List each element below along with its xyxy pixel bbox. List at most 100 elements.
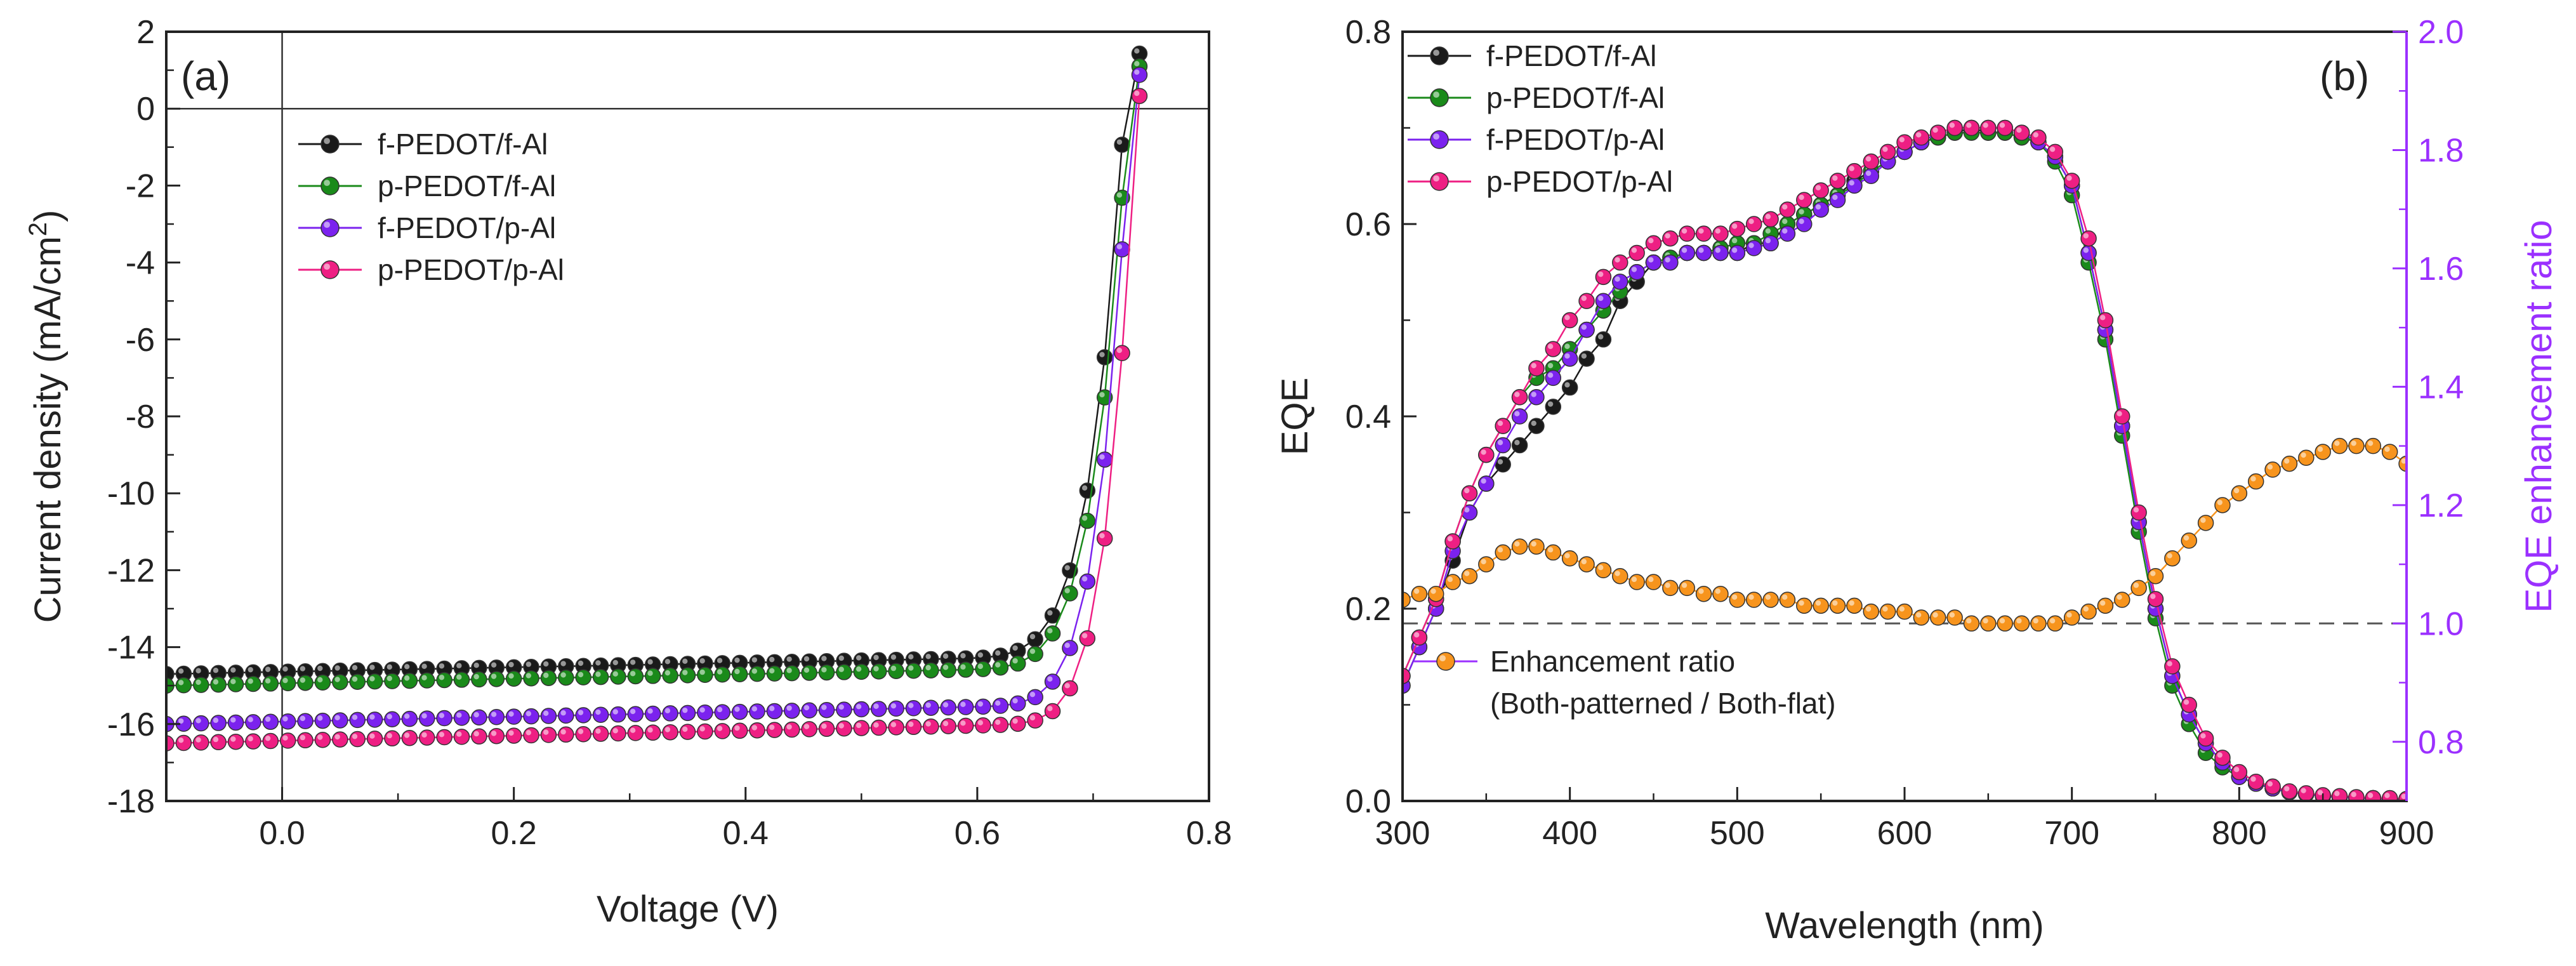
eqe-point xyxy=(1461,504,1478,521)
jv-point xyxy=(784,665,800,682)
jv-point xyxy=(975,717,991,734)
jv-point xyxy=(1044,673,1061,690)
eqe-point xyxy=(1695,244,1712,261)
jv-point xyxy=(1044,607,1061,624)
eqe-point xyxy=(2013,615,2030,632)
eqe-point xyxy=(1511,408,1528,425)
jv-point xyxy=(731,666,748,682)
eqe-point xyxy=(1712,225,1729,242)
jv-point xyxy=(471,659,487,677)
jv-point xyxy=(714,704,731,720)
jv-point xyxy=(401,729,418,746)
jv-point xyxy=(662,724,678,741)
eqe-legend-marker xyxy=(1430,172,1449,191)
jv-point xyxy=(332,662,348,679)
jv-point xyxy=(940,718,956,734)
eqe-point xyxy=(1829,597,1846,614)
jv-legend-marker xyxy=(320,260,340,279)
jv-point xyxy=(905,718,922,736)
jv-point xyxy=(923,718,939,735)
jv-x-axis-label: Voltage (V) xyxy=(597,889,779,930)
jv-point xyxy=(975,698,991,715)
jv-point xyxy=(314,731,331,748)
jv-point xyxy=(1131,45,1148,62)
jv-point xyxy=(749,665,765,682)
eqe-point xyxy=(1545,369,1562,387)
jv-point xyxy=(245,714,261,731)
eqe-point xyxy=(1511,538,1528,555)
jv-point xyxy=(818,701,835,718)
jv-point xyxy=(957,717,974,734)
jv-point xyxy=(888,719,904,736)
jv-point xyxy=(262,732,279,750)
jv-point xyxy=(801,653,817,670)
eqe-point xyxy=(1745,216,1762,232)
jv-y-tick-label: -6 xyxy=(126,322,155,359)
jv-point xyxy=(436,710,452,727)
jv-point xyxy=(1010,715,1026,732)
eqe-point xyxy=(1403,668,1411,684)
eqe-point xyxy=(1896,134,1913,150)
eqe-point xyxy=(1545,341,1562,357)
jv-point xyxy=(227,665,244,681)
eqe-point xyxy=(1578,293,1595,309)
jv-point xyxy=(905,651,922,668)
jv-point xyxy=(923,651,939,668)
jv-point xyxy=(749,722,765,739)
jv-point xyxy=(923,699,939,716)
jv-point xyxy=(610,668,626,685)
eqe-legend-marker xyxy=(1430,46,1449,65)
eqe-point xyxy=(1679,579,1695,597)
jv-point xyxy=(314,663,331,679)
eqe-point xyxy=(1813,597,1829,614)
eqe-legend-label: f-PEDOT/p-Al xyxy=(1486,123,1665,156)
jv-point xyxy=(297,663,314,680)
jv-series-group xyxy=(166,45,1148,751)
eqe-point xyxy=(1561,312,1578,329)
jv-y-tick-label: -8 xyxy=(126,399,155,435)
eqe-point xyxy=(1946,609,1963,626)
jv-point xyxy=(419,710,435,727)
jv-point xyxy=(1114,136,1130,153)
jv-point xyxy=(1027,645,1043,663)
panel-a-label: (a) xyxy=(181,53,230,99)
eqe-point xyxy=(1628,574,1645,590)
jv-point xyxy=(801,702,817,719)
eqe-point xyxy=(2114,592,2130,608)
jv-point xyxy=(279,675,296,692)
jv-point xyxy=(453,660,470,677)
eqe-point xyxy=(1645,574,1662,590)
jv-point xyxy=(905,662,922,679)
eqe-point xyxy=(1411,585,1428,602)
eqe-x-axis-label: Wavelength (nm) xyxy=(1765,905,2044,946)
eqe-point xyxy=(1997,119,2013,136)
jv-series-line xyxy=(166,96,1140,744)
jv-point xyxy=(227,733,244,750)
jv-point xyxy=(1010,655,1026,672)
jv-point xyxy=(784,703,800,719)
eqe-point xyxy=(1796,192,1813,208)
eqe-point xyxy=(1528,388,1545,406)
jv-point xyxy=(471,671,487,688)
jv-point xyxy=(558,669,574,686)
jv-point xyxy=(1027,712,1043,729)
jv-y-tick-label: 2 xyxy=(136,14,155,51)
jv-point xyxy=(279,732,296,749)
jv-point xyxy=(471,728,487,745)
jv-point xyxy=(627,706,644,722)
eqe-point xyxy=(1478,556,1495,572)
jv-point xyxy=(1096,349,1113,366)
eqe-point xyxy=(2348,437,2365,454)
jv-y-axis-label-main: Current density (mA/cm xyxy=(27,236,69,623)
eqe-point xyxy=(1595,331,1612,348)
eqe-point xyxy=(2231,764,2248,781)
jv-point xyxy=(644,724,661,741)
jv-point xyxy=(784,721,800,738)
eqe-x-tick-label: 500 xyxy=(1710,815,1765,852)
jv-point xyxy=(1010,642,1026,659)
jv-point xyxy=(1096,389,1113,406)
jv-point xyxy=(923,662,939,678)
eqe-point xyxy=(2298,785,2315,801)
eqe-point xyxy=(1779,225,1796,242)
